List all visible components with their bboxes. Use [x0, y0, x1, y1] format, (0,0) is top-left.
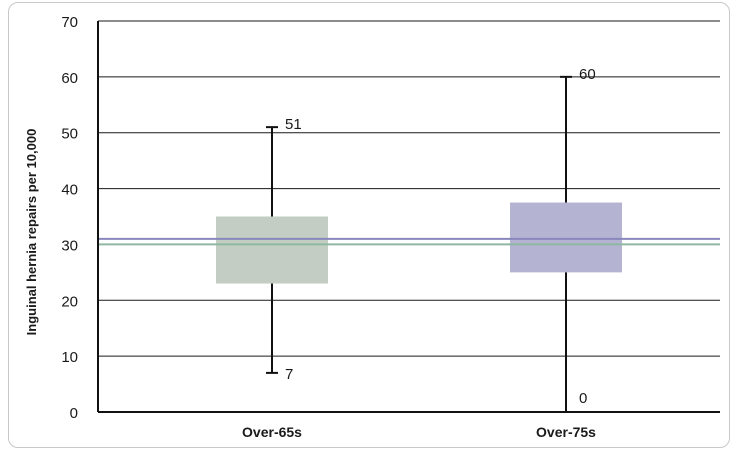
y-tick-label: 60	[61, 70, 78, 87]
x-tick-label: Over-75s	[536, 424, 596, 440]
data-label-max: 51	[285, 116, 302, 133]
y-tick-label: 30	[61, 237, 78, 254]
data-label-min: 0	[579, 390, 587, 407]
y-tick-label: 70	[61, 14, 78, 31]
whiskers	[266, 75, 572, 412]
y-tick-label: 0	[70, 405, 78, 422]
data-labels: 51 7 60 0	[285, 66, 596, 407]
x-tick-label: Over-65s	[242, 424, 302, 440]
y-tick-label: 20	[61, 293, 78, 310]
gridlines	[98, 20, 720, 357]
box	[510, 202, 622, 273]
box	[216, 216, 328, 284]
data-label-max: 60	[579, 66, 596, 83]
y-tick-label: 10	[61, 349, 78, 366]
y-tick-labels: 0 10 20 30 40 50 60 70	[61, 14, 78, 422]
axes	[97, 21, 720, 413]
y-axis-label: Inguinal hernia repairs per 10,000	[24, 129, 39, 336]
reference-lines	[98, 237, 720, 246]
x-tick-labels: Over-65s Over-75s	[242, 424, 596, 440]
y-tick-label: 50	[61, 126, 78, 143]
y-tick-label: 40	[61, 182, 78, 199]
boxes	[216, 202, 622, 284]
data-label-min: 7	[285, 366, 293, 383]
